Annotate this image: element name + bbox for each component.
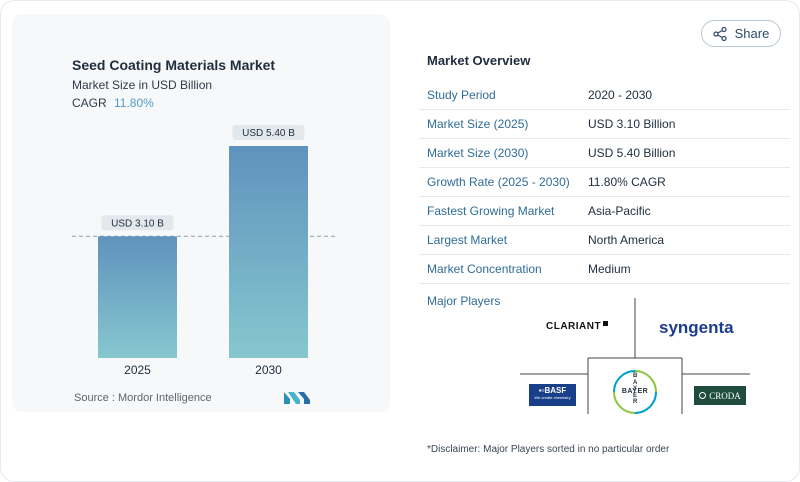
overview-table: Study Period 2020 - 2030 Market Size (2025… [419,81,790,284]
disclaimer: *Disclaimer: Major Players sorted in no … [427,444,670,455]
overview-row-key: Growth Rate (2025 - 2030) [427,175,570,189]
cagr-line: CAGR 11.80% [72,96,154,110]
overview-row-key: Market Size (2030) [427,146,529,160]
croda-mark-icon [699,392,707,399]
overview-row-key: Study Period [427,88,496,102]
bayer-logo-vertical-text: BAYER [633,373,638,405]
x-tick-label: 2025 [124,363,151,377]
bayer-logo-icon [613,370,657,414]
overview-row: Market Size (2025) USD 3.10 Billion [419,110,790,139]
overview-row: Study Period 2020 - 2030 [419,81,790,110]
chart-title: Seed Coating Materials Market [72,57,276,73]
overview-row-value: 11.80% CAGR [588,175,666,189]
basf-logo: ▪▫BASF We create chemistry [529,384,576,406]
share-icon [713,26,727,41]
overview-title: Market Overview [427,53,531,68]
overview-row-value: USD 5.40 Billion [588,146,676,160]
source-note: Source : Mordor Intelligence [74,392,212,404]
chart-subtitle: Market Size in USD Billion [72,78,213,92]
overview-row-value: Asia-Pacific [588,204,651,218]
overview-row-key: Fastest Growing Market [427,204,555,218]
overview-row-value: North America [588,233,665,247]
basf-mark-icon: ▪▫ [538,386,545,395]
data-label-bg [232,125,305,140]
data-label: USD 3.10 B [111,218,164,229]
overview-row: Fastest Growing Market Asia-Pacific [419,197,790,226]
croda-logo-text: CRODA [709,390,741,401]
data-label: USD 5.40 B [242,128,295,139]
bar-2030 [229,146,308,358]
overview-row-key: Largest Market [427,233,508,247]
croda-logo: CRODA [694,386,746,405]
data-label-bg [101,215,174,231]
mordor-logo-icon [284,392,310,404]
syngenta-logo-text: syngenta [659,318,734,337]
clariant-logo: CLARIANT [546,321,609,332]
overview-row: Largest Market North America [419,226,790,255]
overview-row-key: Market Size (2025) [427,117,529,131]
players-grid [520,298,750,414]
clariant-mark-icon [603,321,609,326]
basf-tagline: We create chemistry [534,395,571,400]
overview-row-value: Medium [588,262,631,276]
bayer-logo-text: BAYER [621,388,649,395]
overview-row: Market Concentration Medium [419,255,790,284]
share-button[interactable]: Share [701,20,781,47]
bar-2025 [98,236,177,358]
basf-logo-text: BASF [544,386,567,395]
x-tick-label: 2030 [255,363,282,377]
overview-row: Market Size (2030) USD 5.40 Billion [419,139,790,168]
cagr-label: CAGR [72,96,107,110]
bar-chart: USD 3.10 B 2025 USD 5.40 B 2030 [72,125,338,377]
clariant-logo-text: CLARIANT [546,321,602,332]
overview-row-value: 2020 - 2030 [588,88,653,102]
syngenta-logo: syngenta [659,318,734,338]
players-title: Major Players [427,294,501,308]
overview-row-key: Market Concentration [427,262,542,276]
share-label: Share [734,26,770,41]
overview-row: Growth Rate (2025 - 2030) 11.80% CAGR [419,168,790,197]
chart-panel [12,14,390,412]
overview-row-value: USD 3.10 Billion [588,117,676,131]
cagr-value: 11.80% [114,96,154,110]
